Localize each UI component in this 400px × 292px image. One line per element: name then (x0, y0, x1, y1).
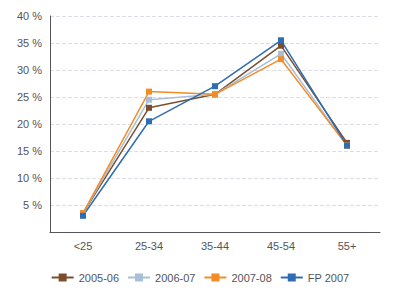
svg-text:2006-07: 2006-07 (155, 272, 195, 284)
svg-text:15 %: 15 % (17, 145, 42, 157)
svg-text:30 %: 30 % (17, 64, 42, 76)
svg-text:5 %: 5 % (23, 199, 42, 211)
svg-text:45-54: 45-54 (267, 240, 295, 252)
svg-text:35 %: 35 % (17, 37, 42, 49)
svg-text:25-34: 25-34 (135, 240, 163, 252)
svg-text:40 %: 40 % (17, 10, 42, 22)
svg-text:20 %: 20 % (17, 118, 42, 130)
svg-text:25 %: 25 % (17, 91, 42, 103)
svg-text:2007-08: 2007-08 (231, 272, 271, 284)
svg-text:10 %: 10 % (17, 172, 42, 184)
svg-text:<25: <25 (74, 240, 93, 252)
svg-text:FP 2007: FP 2007 (308, 272, 349, 284)
svg-text:35-44: 35-44 (201, 240, 229, 252)
svg-text:2005-06: 2005-06 (79, 272, 119, 284)
svg-text:55+: 55+ (338, 240, 357, 252)
